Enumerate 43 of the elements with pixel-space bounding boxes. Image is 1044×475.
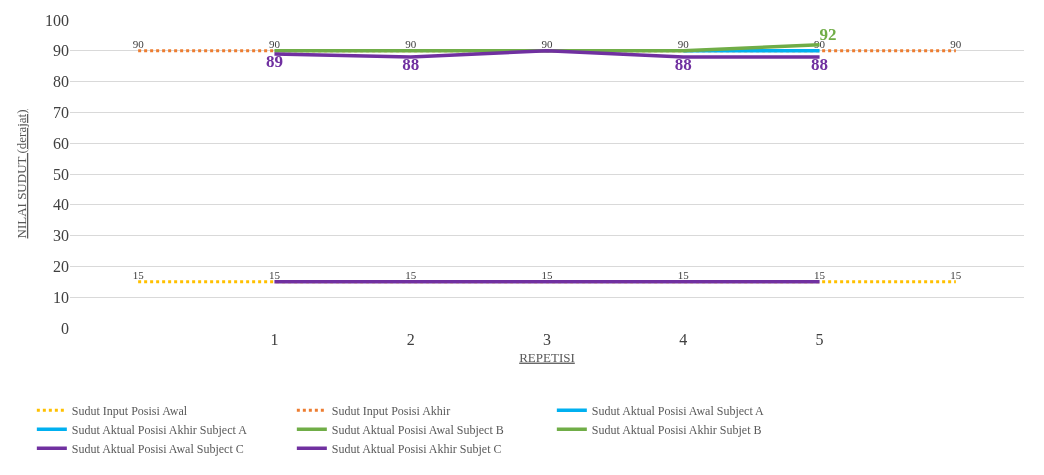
legend-label: Sudut Aktual Posisi Akhir Subjet B — [591, 422, 762, 437]
legend-label: Sudut Aktual Posisi Akhir Subject A — [71, 422, 248, 437]
data-label: 90 — [950, 38, 962, 51]
x-tick-label: 1 — [270, 331, 279, 348]
data-label: 90 — [132, 38, 145, 51]
x-tick-label: 4 — [679, 331, 688, 348]
y-tick-label: 0 — [61, 319, 69, 337]
legend-label: Sudut Aktual Posisi Akhir Subjet C — [331, 441, 502, 456]
legend-label: Sudut Aktual Posisi Awal Subject C — [71, 441, 244, 456]
y-tick-label: 30 — [53, 227, 69, 245]
y-tick-label: 20 — [53, 258, 69, 275]
y-axis-title: NILAI SUDUT (derajat) — [13, 109, 29, 239]
data-label: 88 — [811, 54, 829, 74]
legend-label: Sudut Aktual Posisi Awal Subject A — [591, 403, 765, 418]
data-label: 15 — [541, 269, 553, 282]
y-tick-label: 10 — [53, 288, 69, 306]
y-tick-label: 40 — [53, 196, 69, 214]
y-tick-label: 80 — [53, 73, 69, 91]
data-label: 15 — [132, 269, 145, 282]
x-tick-label: 5 — [815, 331, 824, 348]
x-tick-label: 2 — [406, 331, 415, 348]
data-label: 90 — [268, 38, 281, 51]
legend-label: Sudut Aktual Posisi Awal Subject B — [331, 422, 504, 437]
x-tick-label: 3 — [543, 331, 551, 348]
legend-label: Sudut Input Posisi Akhir — [331, 403, 451, 418]
data-label: 90 — [541, 38, 553, 51]
y-tick-label: 100 — [45, 11, 69, 29]
data-label: 15 — [677, 269, 690, 282]
data-label: 89 — [265, 51, 283, 71]
y-tick-label: 70 — [53, 104, 69, 121]
legend-label: Sudut Input Posisi Awal — [71, 403, 188, 418]
data-label: 88 — [402, 54, 420, 74]
data-label: 15 — [950, 269, 962, 282]
y-tick-label: 90 — [53, 42, 69, 60]
data-label: 15 — [405, 269, 417, 282]
data-label: 15 — [268, 269, 281, 282]
y-tick-label: 60 — [53, 134, 69, 152]
data-label: 90 — [677, 38, 690, 51]
data-label: 15 — [814, 269, 826, 282]
y-tick-label: 50 — [53, 165, 69, 183]
data-label: 88 — [674, 54, 692, 74]
x-axis-title: REPETISI — [519, 349, 575, 365]
data-label: 90 — [405, 38, 417, 51]
